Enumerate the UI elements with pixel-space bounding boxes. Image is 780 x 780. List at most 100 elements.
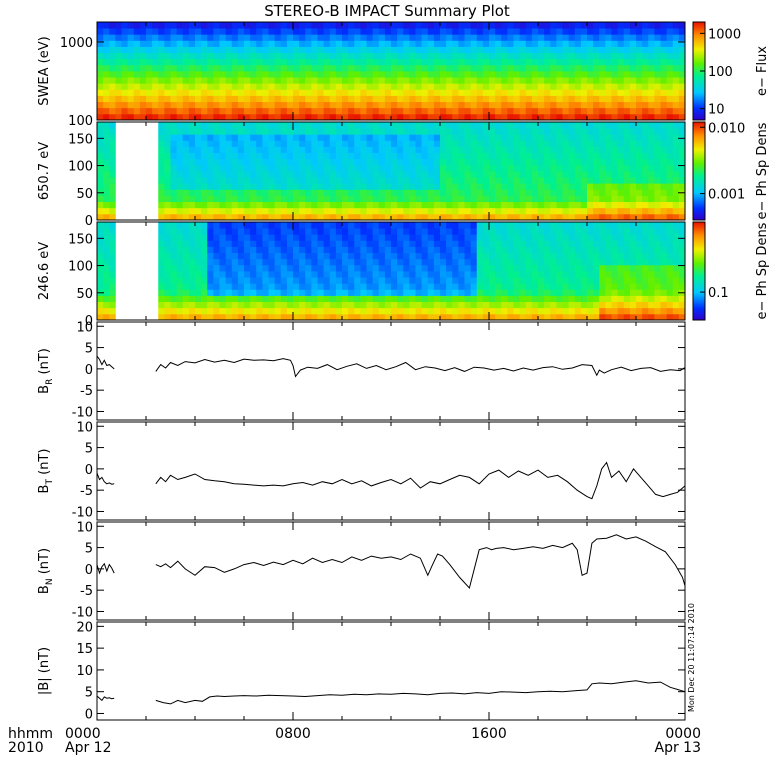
- heatmap-cell: [305, 34, 312, 41]
- heatmap-cell: [593, 295, 600, 303]
- heatmap-cell: [495, 222, 502, 229]
- heatmap-cell: [305, 177, 312, 184]
- heatmap-cell: [415, 164, 423, 172]
- heatmap-cell: [642, 213, 649, 221]
- heatmap-cell: [538, 234, 545, 241]
- heatmap-cell: [262, 128, 269, 135]
- heatmap-cell: [629, 246, 637, 254]
- heatmap-cell: [507, 95, 514, 103]
- heatmap-cell: [348, 95, 355, 103]
- heatmap-cell: [152, 22, 159, 29]
- heatmap-cell: [648, 207, 655, 215]
- heatmap-cell: [250, 295, 257, 303]
- heatmap-cell: [397, 71, 404, 78]
- heatmap-cell: [556, 271, 563, 278]
- heatmap-cell: [666, 158, 674, 166]
- heatmap-cell: [103, 58, 110, 66]
- heatmap-cell: [348, 71, 355, 78]
- heatmap-cell: [354, 189, 361, 196]
- heatmap-cell: [286, 83, 294, 90]
- heatmap-cell: [335, 228, 343, 235]
- heatmap-cell: [225, 228, 233, 235]
- heatmap-cell: [611, 301, 619, 309]
- heatmap-cell: [293, 177, 300, 184]
- heatmap-cell: [562, 152, 570, 160]
- heatmap-cell: [440, 228, 447, 235]
- heatmap-cell: [317, 213, 325, 221]
- heatmap-cell: [605, 228, 612, 235]
- heatmap-cell: [562, 207, 570, 215]
- heatmap-cell: [678, 222, 686, 229]
- heatmap-cell: [489, 171, 496, 178]
- heatmap-cell: [372, 128, 380, 135]
- heatmap-cell: [262, 113, 269, 121]
- heatmap-cell: [280, 34, 288, 41]
- heatmap-cell: [348, 89, 355, 96]
- heatmap-cell: [244, 22, 251, 29]
- heatmap-cell: [501, 171, 508, 178]
- heatmap-cell: [268, 189, 276, 196]
- heatmap-cell: [519, 264, 527, 272]
- heatmap-cell: [158, 71, 165, 78]
- series-line: [96, 472, 115, 485]
- heatmap-cell: [403, 134, 410, 141]
- heatmap-cell: [305, 107, 312, 115]
- heatmap-cell: [170, 207, 178, 215]
- heatmap-cell: [678, 171, 686, 178]
- heatmap-cell: [599, 189, 606, 196]
- heatmap-cell: [421, 46, 429, 54]
- heatmap-cell: [237, 46, 245, 54]
- heatmap-cell: [97, 164, 104, 172]
- heatmap-cell: [501, 189, 508, 196]
- heatmap-cell: [360, 128, 367, 135]
- heatmap-cell: [207, 252, 214, 260]
- heatmap-cell: [544, 301, 551, 309]
- heatmap-cell: [623, 83, 631, 90]
- heatmap-cell: [476, 128, 484, 135]
- heatmap-cell: [617, 240, 625, 247]
- heatmap-cell: [152, 58, 159, 66]
- heatmap-cell: [274, 295, 282, 303]
- heatmap-cell: [415, 128, 423, 135]
- heatmap-cell: [623, 183, 631, 190]
- heatmap-cell: [164, 258, 171, 266]
- heatmap-cell: [384, 283, 392, 290]
- heatmap-cell: [256, 107, 263, 115]
- heatmap-cell: [678, 158, 686, 166]
- heatmap-cell: [354, 46, 361, 54]
- heatmap-cell: [403, 158, 410, 166]
- heatmap-cell: [207, 28, 214, 35]
- heatmap-cell: [421, 71, 429, 78]
- heatmap-cell: [415, 252, 423, 260]
- heatmap-cell: [164, 301, 171, 309]
- heatmap-cell: [195, 28, 202, 35]
- heatmap-cell: [397, 295, 404, 303]
- heatmap-cell: [348, 128, 355, 135]
- heatmap-cell: [268, 89, 276, 96]
- heatmap-cell: [176, 195, 184, 203]
- heatmap-cell: [568, 28, 576, 35]
- heatmap-cell: [476, 46, 484, 54]
- heatmap-cell: [629, 34, 637, 41]
- heatmap-cell: [378, 46, 386, 54]
- heatmap-cell: [489, 258, 496, 266]
- heatmap-cell: [476, 113, 484, 121]
- heatmap-cell: [158, 240, 165, 247]
- heatmap-cell: [274, 52, 282, 60]
- heatmap-cell: [550, 283, 557, 290]
- heatmap-cell: [293, 246, 300, 254]
- heatmap-cell: [250, 158, 257, 166]
- heatmap-cell: [476, 228, 484, 235]
- heatmap-cell: [464, 295, 472, 303]
- heatmap-cell: [593, 52, 600, 60]
- heatmap-cell: [556, 289, 563, 296]
- heatmap-cell: [360, 183, 367, 190]
- heatmap-cell: [182, 22, 190, 29]
- heatmap-cell: [384, 83, 392, 90]
- heatmap-cell: [574, 252, 582, 260]
- heatmap-cell: [133, 101, 141, 109]
- heatmap-cell: [593, 77, 600, 84]
- heatmap-cell: [489, 307, 496, 315]
- heatmap-cell: [458, 122, 465, 129]
- heatmap-cell: [299, 183, 306, 190]
